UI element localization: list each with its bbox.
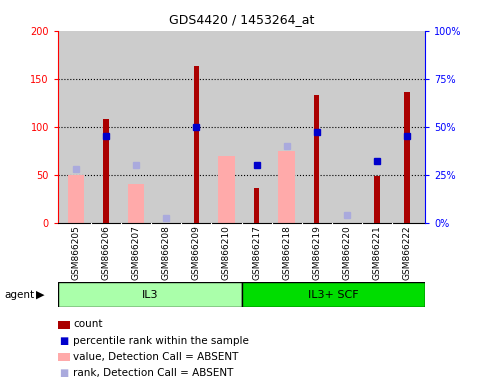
Text: GSM866218: GSM866218 [282,225,291,280]
Text: GSM866206: GSM866206 [101,225,111,280]
Bar [314,95,319,223]
Bar [278,151,295,223]
Text: IL3: IL3 [142,290,158,300]
Bar [254,188,259,223]
Text: GDS4420 / 1453264_at: GDS4420 / 1453264_at [169,13,314,26]
Text: GSM866217: GSM866217 [252,225,261,280]
Bar [103,119,109,223]
Text: GSM866208: GSM866208 [162,225,171,280]
Text: percentile rank within the sample: percentile rank within the sample [73,336,249,346]
Text: GSM866219: GSM866219 [312,225,321,280]
Text: ■: ■ [59,336,69,346]
Bar [58,282,242,307]
Text: GSM866209: GSM866209 [192,225,201,280]
Bar [242,282,425,307]
Text: rank, Detection Call = ABSENT: rank, Detection Call = ABSENT [73,368,234,378]
Text: ■: ■ [59,368,69,378]
Bar [404,92,410,223]
Text: GSM866220: GSM866220 [342,225,351,280]
Text: GSM866222: GSM866222 [402,225,412,280]
Text: value, Detection Call = ABSENT: value, Detection Call = ABSENT [73,352,239,362]
Bar [128,184,144,223]
Text: GSM866221: GSM866221 [372,225,382,280]
Text: agent: agent [5,290,35,300]
Text: count: count [73,319,103,329]
Text: GSM866210: GSM866210 [222,225,231,280]
Bar [218,156,235,223]
Bar [194,66,199,223]
Text: GSM866207: GSM866207 [132,225,141,280]
Bar [374,176,380,223]
Text: IL3+ SCF: IL3+ SCF [308,290,358,300]
Text: GSM866205: GSM866205 [71,225,81,280]
Text: ▶: ▶ [36,290,45,300]
Bar [68,175,85,223]
